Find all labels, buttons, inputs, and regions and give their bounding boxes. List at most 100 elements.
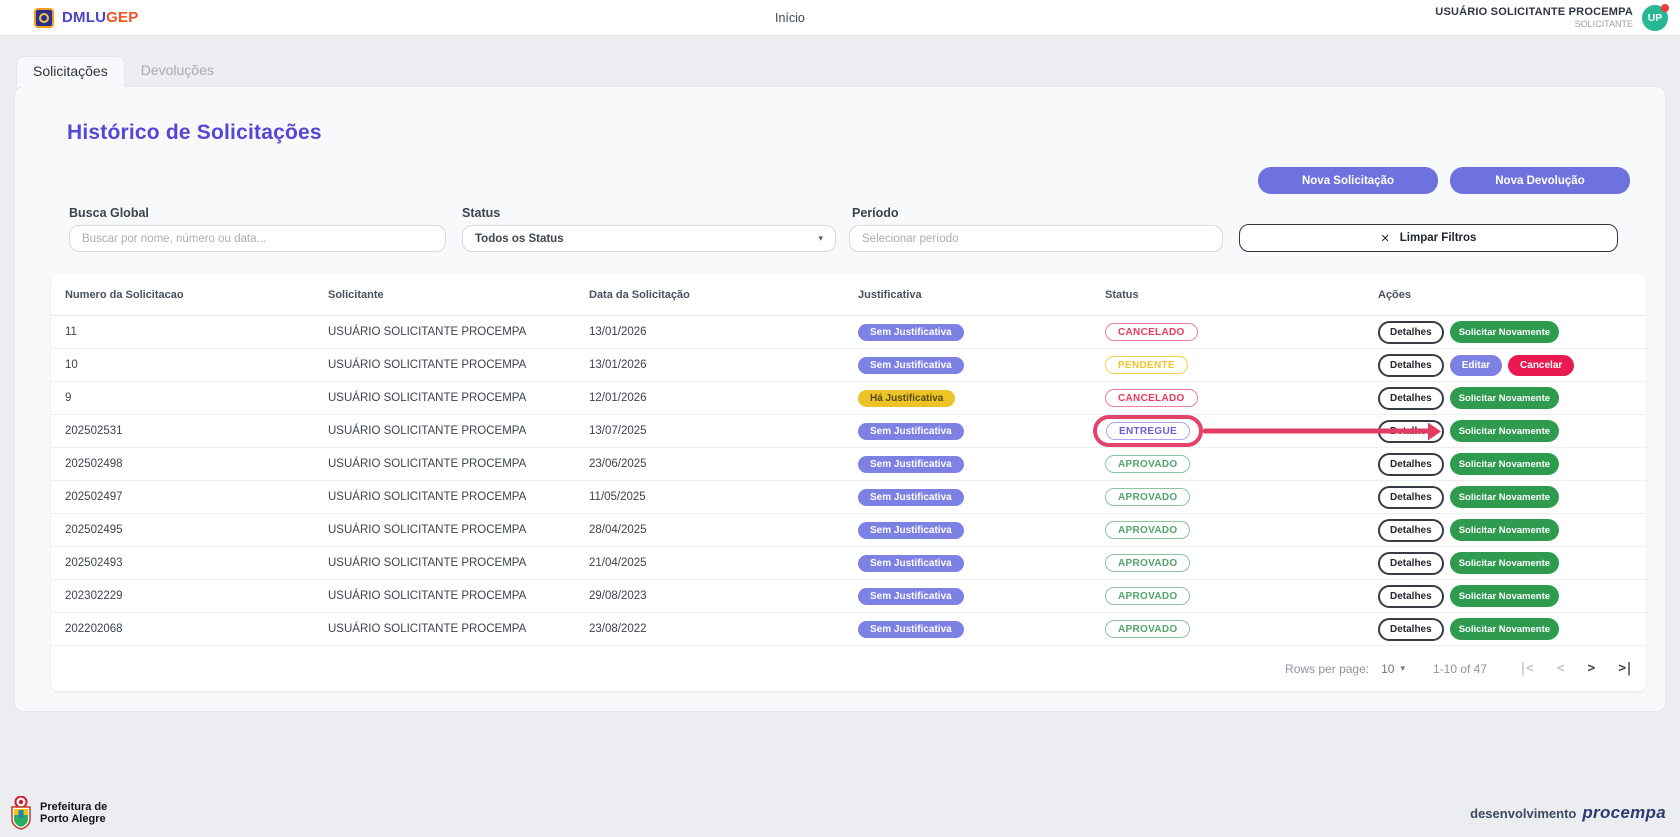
cancelar-button[interactable]: Cancelar: [1508, 354, 1575, 376]
table-row: 202302229 USUÁRIO SOLICITANTE PROCEMPA 29/…: [51, 580, 1646, 613]
status-badge: PENDENTE: [1105, 356, 1188, 374]
nova-solicitacao-button[interactable]: Nova Solicitação: [1258, 167, 1438, 194]
table-row: 10 USUÁRIO SOLICITANTE PROCEMPA 13/01/2026…: [51, 349, 1646, 382]
cell-numero: 202502495: [65, 524, 123, 536]
detalhes-button[interactable]: Detalhes: [1378, 551, 1444, 575]
detalhes-button[interactable]: Detalhes: [1378, 485, 1444, 509]
procempa-logo: procempa: [1582, 803, 1666, 822]
footer-dev-text: desenvolvimento: [1470, 806, 1577, 821]
solicitar-novamente-button[interactable]: Solicitar Novamente: [1449, 453, 1560, 475]
busca-global-input[interactable]: [69, 225, 446, 252]
next-page-icon[interactable]: >: [1587, 661, 1596, 676]
footer-org-line1: Prefeitura de: [40, 800, 108, 813]
limpar-filtros-button[interactable]: ✕ Limpar Filtros: [1239, 224, 1618, 252]
detalhes-button[interactable]: Detalhes: [1378, 617, 1444, 641]
solicitar-novamente-button[interactable]: Solicitar Novamente: [1449, 321, 1560, 343]
detalhes-button[interactable]: Detalhes: [1378, 518, 1444, 542]
user-menu[interactable]: USUÁRIO SOLICITANTE PROCEMPA SOLICITANTE…: [1435, 3, 1669, 31]
app-logo[interactable]: DMLUGEP: [34, 7, 139, 28]
status-badge: APROVADO: [1105, 521, 1191, 539]
user-role: SOLICITANTE: [1574, 18, 1633, 29]
cell-numero: 202502497: [65, 491, 123, 503]
table-body: 11 USUÁRIO SOLICITANTE PROCEMPA 13/01/2026…: [51, 316, 1646, 646]
justificativa-badge: Sem Justificativa: [858, 620, 964, 638]
cell-solicitante: USUÁRIO SOLICITANTE PROCEMPA: [328, 392, 527, 404]
requests-table: Numero da Solicitacao Solicitante Data d…: [51, 274, 1646, 691]
cell-solicitante: USUÁRIO SOLICITANTE PROCEMPA: [328, 359, 527, 371]
solicitacoes-panel: Histórico de Solicitações Nova Solicitaç…: [14, 86, 1666, 712]
cell-solicitante: USUÁRIO SOLICITANTE PROCEMPA: [328, 326, 527, 338]
solicitar-novamente-button[interactable]: Solicitar Novamente: [1449, 387, 1560, 409]
pagination-range: 1-10 of 47: [1432, 661, 1488, 676]
cell-status: ENTREGUE: [1091, 415, 1378, 447]
rows-per-page-label: Rows per page:: [1285, 661, 1370, 676]
top-header: DMLUGEP Início USUÁRIO SOLICITANTE PROCE…: [0, 0, 1680, 36]
chevron-down-icon: ▾: [818, 233, 823, 243]
table-row: 202502531 USUÁRIO SOLICITANTE PROCEMPA 13/…: [51, 415, 1646, 448]
clear-x-icon: ✕: [1380, 232, 1390, 245]
solicitar-novamente-button[interactable]: Solicitar Novamente: [1449, 585, 1560, 607]
busca-global-label: Busca Global: [69, 206, 149, 220]
justificativa-badge: Há Justificativa: [858, 389, 956, 407]
cell-numero: 202502498: [65, 458, 123, 470]
rows-per-page-select[interactable]: 10 ▾: [1381, 662, 1405, 676]
editar-button[interactable]: Editar: [1449, 354, 1503, 376]
cell-numero: 202302229: [65, 590, 123, 602]
table-row: 9 USUÁRIO SOLICITANTE PROCEMPA 12/01/2026 H…: [51, 382, 1646, 415]
justificativa-badge: Sem Justificativa: [858, 323, 964, 341]
solicitar-novamente-button[interactable]: Solicitar Novamente: [1449, 552, 1560, 574]
nova-devolucao-button[interactable]: Nova Devolução: [1450, 167, 1630, 194]
brand-dmlu: DMLU: [62, 9, 107, 26]
user-name: USUÁRIO SOLICITANTE PROCEMPA: [1435, 6, 1633, 18]
status-badge: CANCELADO: [1105, 323, 1198, 341]
solicitar-novamente-button[interactable]: Solicitar Novamente: [1449, 486, 1560, 508]
col-solicitante: Solicitante: [328, 288, 384, 301]
tab-devolucoes[interactable]: Devoluções: [140, 62, 214, 78]
solicitar-novamente-button[interactable]: Solicitar Novamente: [1449, 420, 1560, 442]
col-justificativa: Justificativa: [858, 288, 922, 301]
cell-status: CANCELADO: [1091, 389, 1378, 407]
solicitar-novamente-button[interactable]: Solicitar Novamente: [1449, 618, 1560, 640]
brand-gep: GEP: [106, 9, 139, 26]
cell-numero: 11: [65, 326, 77, 338]
status-badge: APROVADO: [1105, 488, 1191, 506]
col-acoes: Ações: [1378, 288, 1412, 301]
limpar-filtros-label: Limpar Filtros: [1399, 232, 1477, 244]
cell-status: PENDENTE: [1091, 356, 1378, 374]
detalhes-button[interactable]: Detalhes: [1378, 353, 1444, 377]
justificativa-badge: Sem Justificativa: [858, 521, 964, 539]
periodo-input[interactable]: [849, 225, 1223, 252]
prev-page-icon[interactable]: <: [1556, 661, 1565, 676]
page-title: Histórico de Solicitações: [67, 121, 322, 144]
cell-justificativa: Sem Justificativa: [853, 488, 1091, 506]
cell-justificativa: Sem Justificativa: [853, 356, 1091, 374]
justificativa-badge: Sem Justificativa: [858, 488, 964, 506]
detalhes-button[interactable]: Detalhes: [1378, 584, 1444, 608]
cell-justificativa: Há Justificativa: [853, 389, 1091, 407]
detalhes-button[interactable]: Detalhes: [1378, 452, 1444, 476]
cell-status: APROVADO: [1091, 488, 1378, 506]
tab-bar: Solicitações Devoluções: [16, 56, 1680, 87]
cell-solicitante: USUÁRIO SOLICITANTE PROCEMPA: [328, 458, 527, 470]
annotation-circle: ENTREGUE: [1093, 415, 1203, 447]
solicitar-novamente-button[interactable]: Solicitar Novamente: [1449, 519, 1560, 541]
first-page-icon[interactable]: |<: [1519, 661, 1534, 676]
last-page-icon[interactable]: >|: [1618, 661, 1633, 676]
detalhes-button[interactable]: Detalhes: [1378, 386, 1444, 410]
status-badge: APROVADO: [1105, 455, 1191, 473]
nav-link-inicio[interactable]: Início: [775, 11, 805, 25]
status-badge: APROVADO: [1105, 620, 1191, 638]
cell-numero: 202502531: [65, 425, 123, 437]
detalhes-button[interactable]: Detalhes: [1378, 320, 1444, 344]
cell-data: 29/08/2023: [589, 590, 647, 602]
cell-status: APROVADO: [1091, 620, 1378, 638]
tab-solicitacoes[interactable]: Solicitações: [16, 56, 125, 87]
avatar[interactable]: UP: [1642, 3, 1669, 31]
table-row: 202202068 USUÁRIO SOLICITANTE PROCEMPA 23/…: [51, 613, 1646, 646]
avatar-initials: UP: [1647, 11, 1663, 24]
status-select[interactable]: Todos os Status ▾: [462, 225, 836, 252]
cell-numero: 9: [65, 392, 72, 404]
